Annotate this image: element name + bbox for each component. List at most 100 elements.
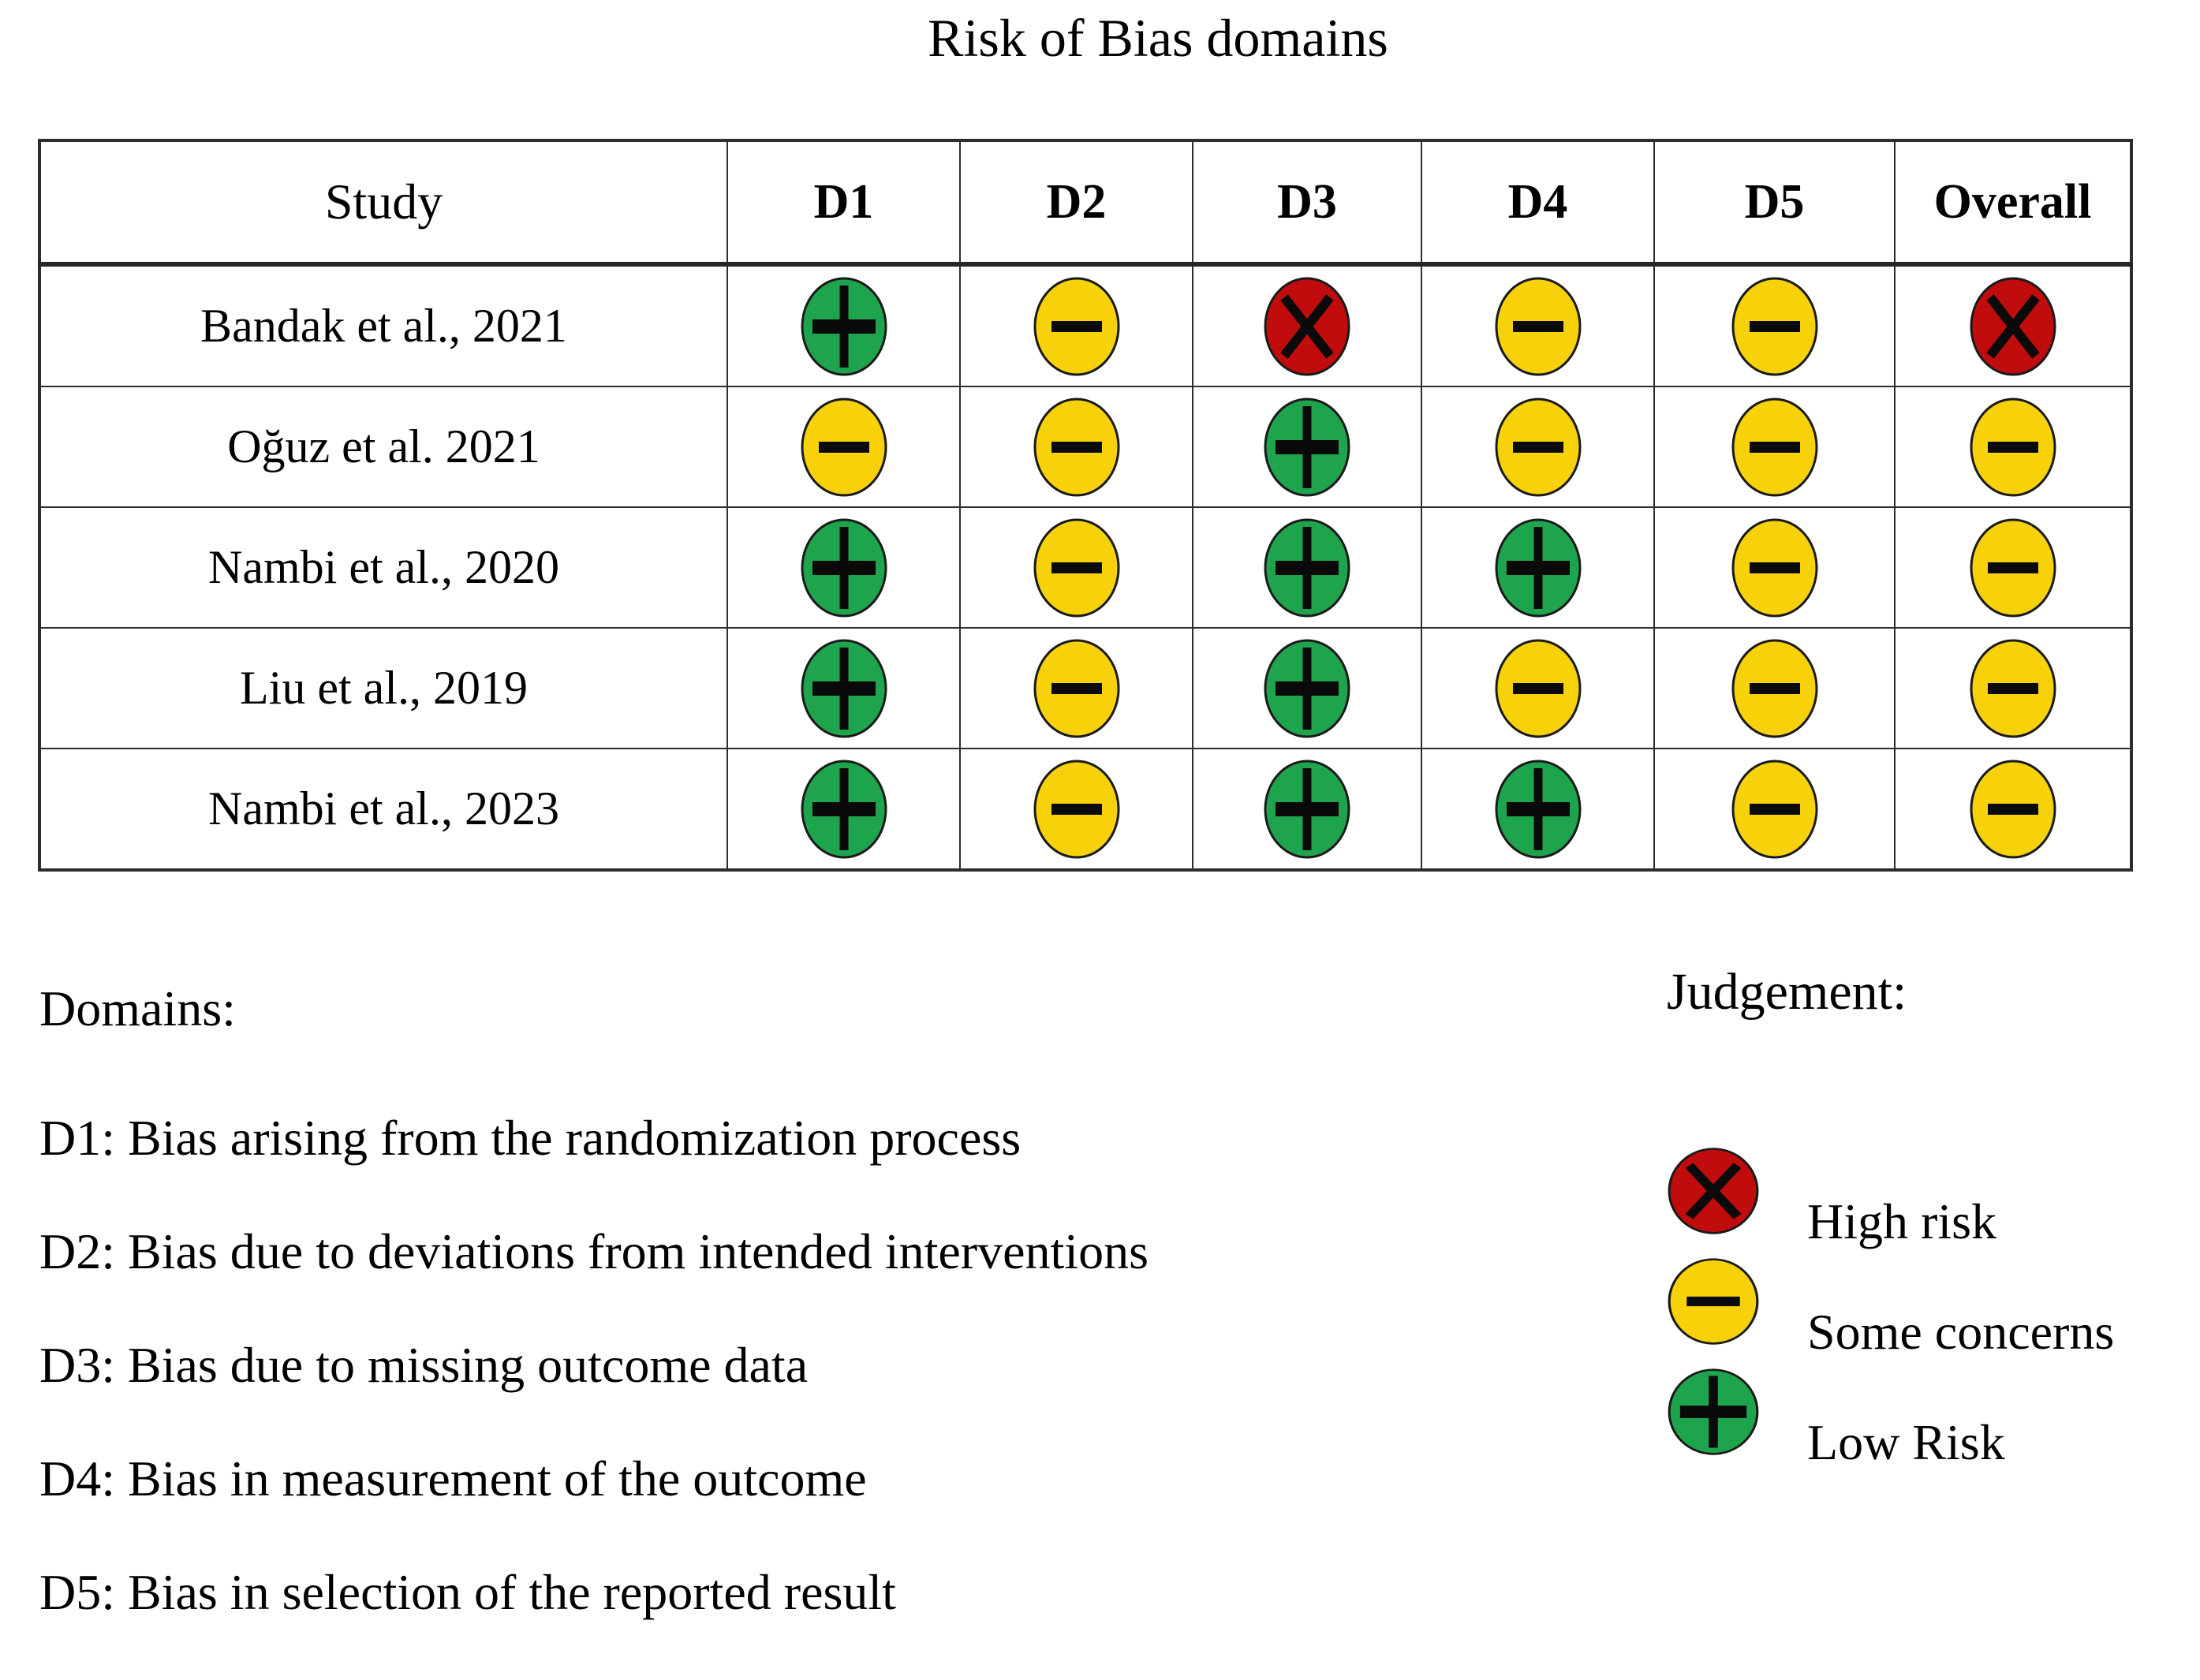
column-header-overall: Overall xyxy=(1894,140,2132,267)
table-row: Bandak et al., 2021 xyxy=(39,263,2132,387)
legend-label: Some concerns xyxy=(1807,1304,2115,1360)
column-header-study: Study xyxy=(39,140,728,267)
rob-cell xyxy=(726,263,961,387)
domains-heading: Domains: xyxy=(39,980,236,1036)
rob-cell xyxy=(1421,386,1655,508)
some-concerns-icon xyxy=(1970,518,2056,617)
rob-cell xyxy=(959,627,1193,749)
table-row: Nambi et al., 2023 xyxy=(39,748,2132,871)
some-concerns-icon xyxy=(1495,639,1581,737)
domain-definition: D4: Bias in measurement of the outcome xyxy=(39,1450,867,1506)
rob-cell xyxy=(726,748,961,871)
rob-cell xyxy=(1421,748,1655,871)
some-concerns-icon xyxy=(801,398,887,496)
rob-table-body: Bandak et al., 2021 Oğuz et al. 2021 Nambi… xyxy=(39,263,2132,871)
some-concerns-icon xyxy=(1033,398,1119,496)
table-row: Nambi et al., 2020 xyxy=(39,506,2132,629)
low-risk-icon xyxy=(801,277,887,375)
rob-cell xyxy=(959,263,1193,387)
rob-cell xyxy=(959,506,1193,629)
low-risk-icon xyxy=(1264,518,1350,617)
study-name: Nambi et al., 2023 xyxy=(39,748,728,871)
header-row: Study D1 D2 D3 D4 D5 Overall xyxy=(39,140,2132,267)
legend-item: Low Risk xyxy=(1667,1368,2114,1469)
legend-label: High risk xyxy=(1807,1193,1996,1249)
rob-cell xyxy=(1894,627,2132,749)
column-header-d4: D4 xyxy=(1421,140,1655,267)
some-concerns-icon xyxy=(1033,518,1119,617)
some-concerns-icon xyxy=(1970,398,2056,496)
legend-label: Low Risk xyxy=(1807,1414,2005,1470)
domain-definition: D1: Bias arising from the randomization … xyxy=(39,1110,1022,1166)
rob-cell xyxy=(1653,748,1896,871)
low-risk-icon xyxy=(1495,518,1581,617)
rob-cell xyxy=(1653,506,1896,629)
rob-cell xyxy=(1421,627,1655,749)
study-name: Liu et al., 2019 xyxy=(39,627,728,749)
domain-definition: D3: Bias due to missing outcome data xyxy=(39,1337,809,1393)
study-name: Bandak et al., 2021 xyxy=(39,263,728,387)
table-row: Oğuz et al. 2021 xyxy=(39,386,2132,508)
rob-cell xyxy=(1653,627,1896,749)
some-concerns-icon xyxy=(1033,639,1119,737)
judgement-legend: Judgement: High risk Some concerns Low Ris… xyxy=(1667,961,2114,1478)
some-concerns-icon xyxy=(1731,277,1817,375)
study-name: Oğuz et al. 2021 xyxy=(39,386,728,508)
table-row: Liu et al., 2019 xyxy=(39,627,2132,749)
rob-cell xyxy=(1421,506,1655,629)
rob-cell xyxy=(1894,386,2132,508)
low-risk-icon xyxy=(1264,639,1350,737)
some-concerns-icon xyxy=(1731,760,1817,858)
legend-item: High risk xyxy=(1667,1147,2114,1248)
some-concerns-icon xyxy=(1495,398,1581,496)
high-risk-icon xyxy=(1264,277,1350,375)
rob-cell xyxy=(1653,386,1896,508)
column-header-d3: D3 xyxy=(1192,140,1422,267)
low-risk-icon xyxy=(801,639,887,737)
low-risk-icon xyxy=(1668,1368,1759,1455)
low-risk-icon xyxy=(801,760,887,858)
legend-item: Some concerns xyxy=(1667,1257,2114,1358)
some-concerns-icon xyxy=(1731,398,1817,496)
some-concerns-icon xyxy=(1668,1258,1759,1345)
low-risk-icon xyxy=(1264,398,1350,496)
domains-note: Domains: D1: Bias arising from the rando… xyxy=(39,983,1149,1680)
column-header-d1: D1 xyxy=(726,140,961,267)
rob-cell xyxy=(959,748,1193,871)
rob-cell xyxy=(1192,263,1422,387)
rob-cell xyxy=(1192,386,1422,508)
rob-cell xyxy=(1894,506,2132,629)
rob-cell xyxy=(1421,263,1655,387)
figure-title: Risk of Bias domains xyxy=(928,8,1388,68)
rob-cell xyxy=(1192,627,1422,749)
study-name: Nambi et al., 2020 xyxy=(39,506,728,629)
column-header-d5: D5 xyxy=(1653,140,1896,267)
some-concerns-icon xyxy=(1970,760,2056,858)
domain-definition: D2: Bias due to deviations from intended… xyxy=(39,1223,1149,1279)
low-risk-icon xyxy=(1264,760,1350,858)
rob-cell xyxy=(1653,263,1896,387)
low-risk-icon xyxy=(1495,760,1581,858)
rob-cell xyxy=(726,386,961,508)
rob-cell xyxy=(959,386,1193,508)
low-risk-icon xyxy=(801,518,887,617)
some-concerns-icon xyxy=(1970,639,2056,737)
rob-table: Study D1 D2 D3 D4 D5 Overall Bandak et al., 20… xyxy=(38,139,2133,872)
rob-cell xyxy=(1192,506,1422,629)
rob-cell xyxy=(726,506,961,629)
rob-cell xyxy=(1894,748,2132,871)
legend-items: High risk Some concerns Low Risk xyxy=(1667,1147,2114,1469)
rob-cell xyxy=(1192,748,1422,871)
some-concerns-icon xyxy=(1033,760,1119,858)
rob-cell xyxy=(726,627,961,749)
high-risk-icon xyxy=(1668,1148,1759,1234)
some-concerns-icon xyxy=(1731,518,1817,617)
domain-definition: D5: Bias in selection of the reported re… xyxy=(39,1564,896,1620)
rob-cell xyxy=(1894,263,2132,387)
some-concerns-icon xyxy=(1495,277,1581,375)
some-concerns-icon xyxy=(1731,639,1817,737)
high-risk-icon xyxy=(1970,277,2056,375)
some-concerns-icon xyxy=(1033,277,1119,375)
column-header-d2: D2 xyxy=(959,140,1193,267)
legend-heading: Judgement: xyxy=(1667,963,1907,1021)
